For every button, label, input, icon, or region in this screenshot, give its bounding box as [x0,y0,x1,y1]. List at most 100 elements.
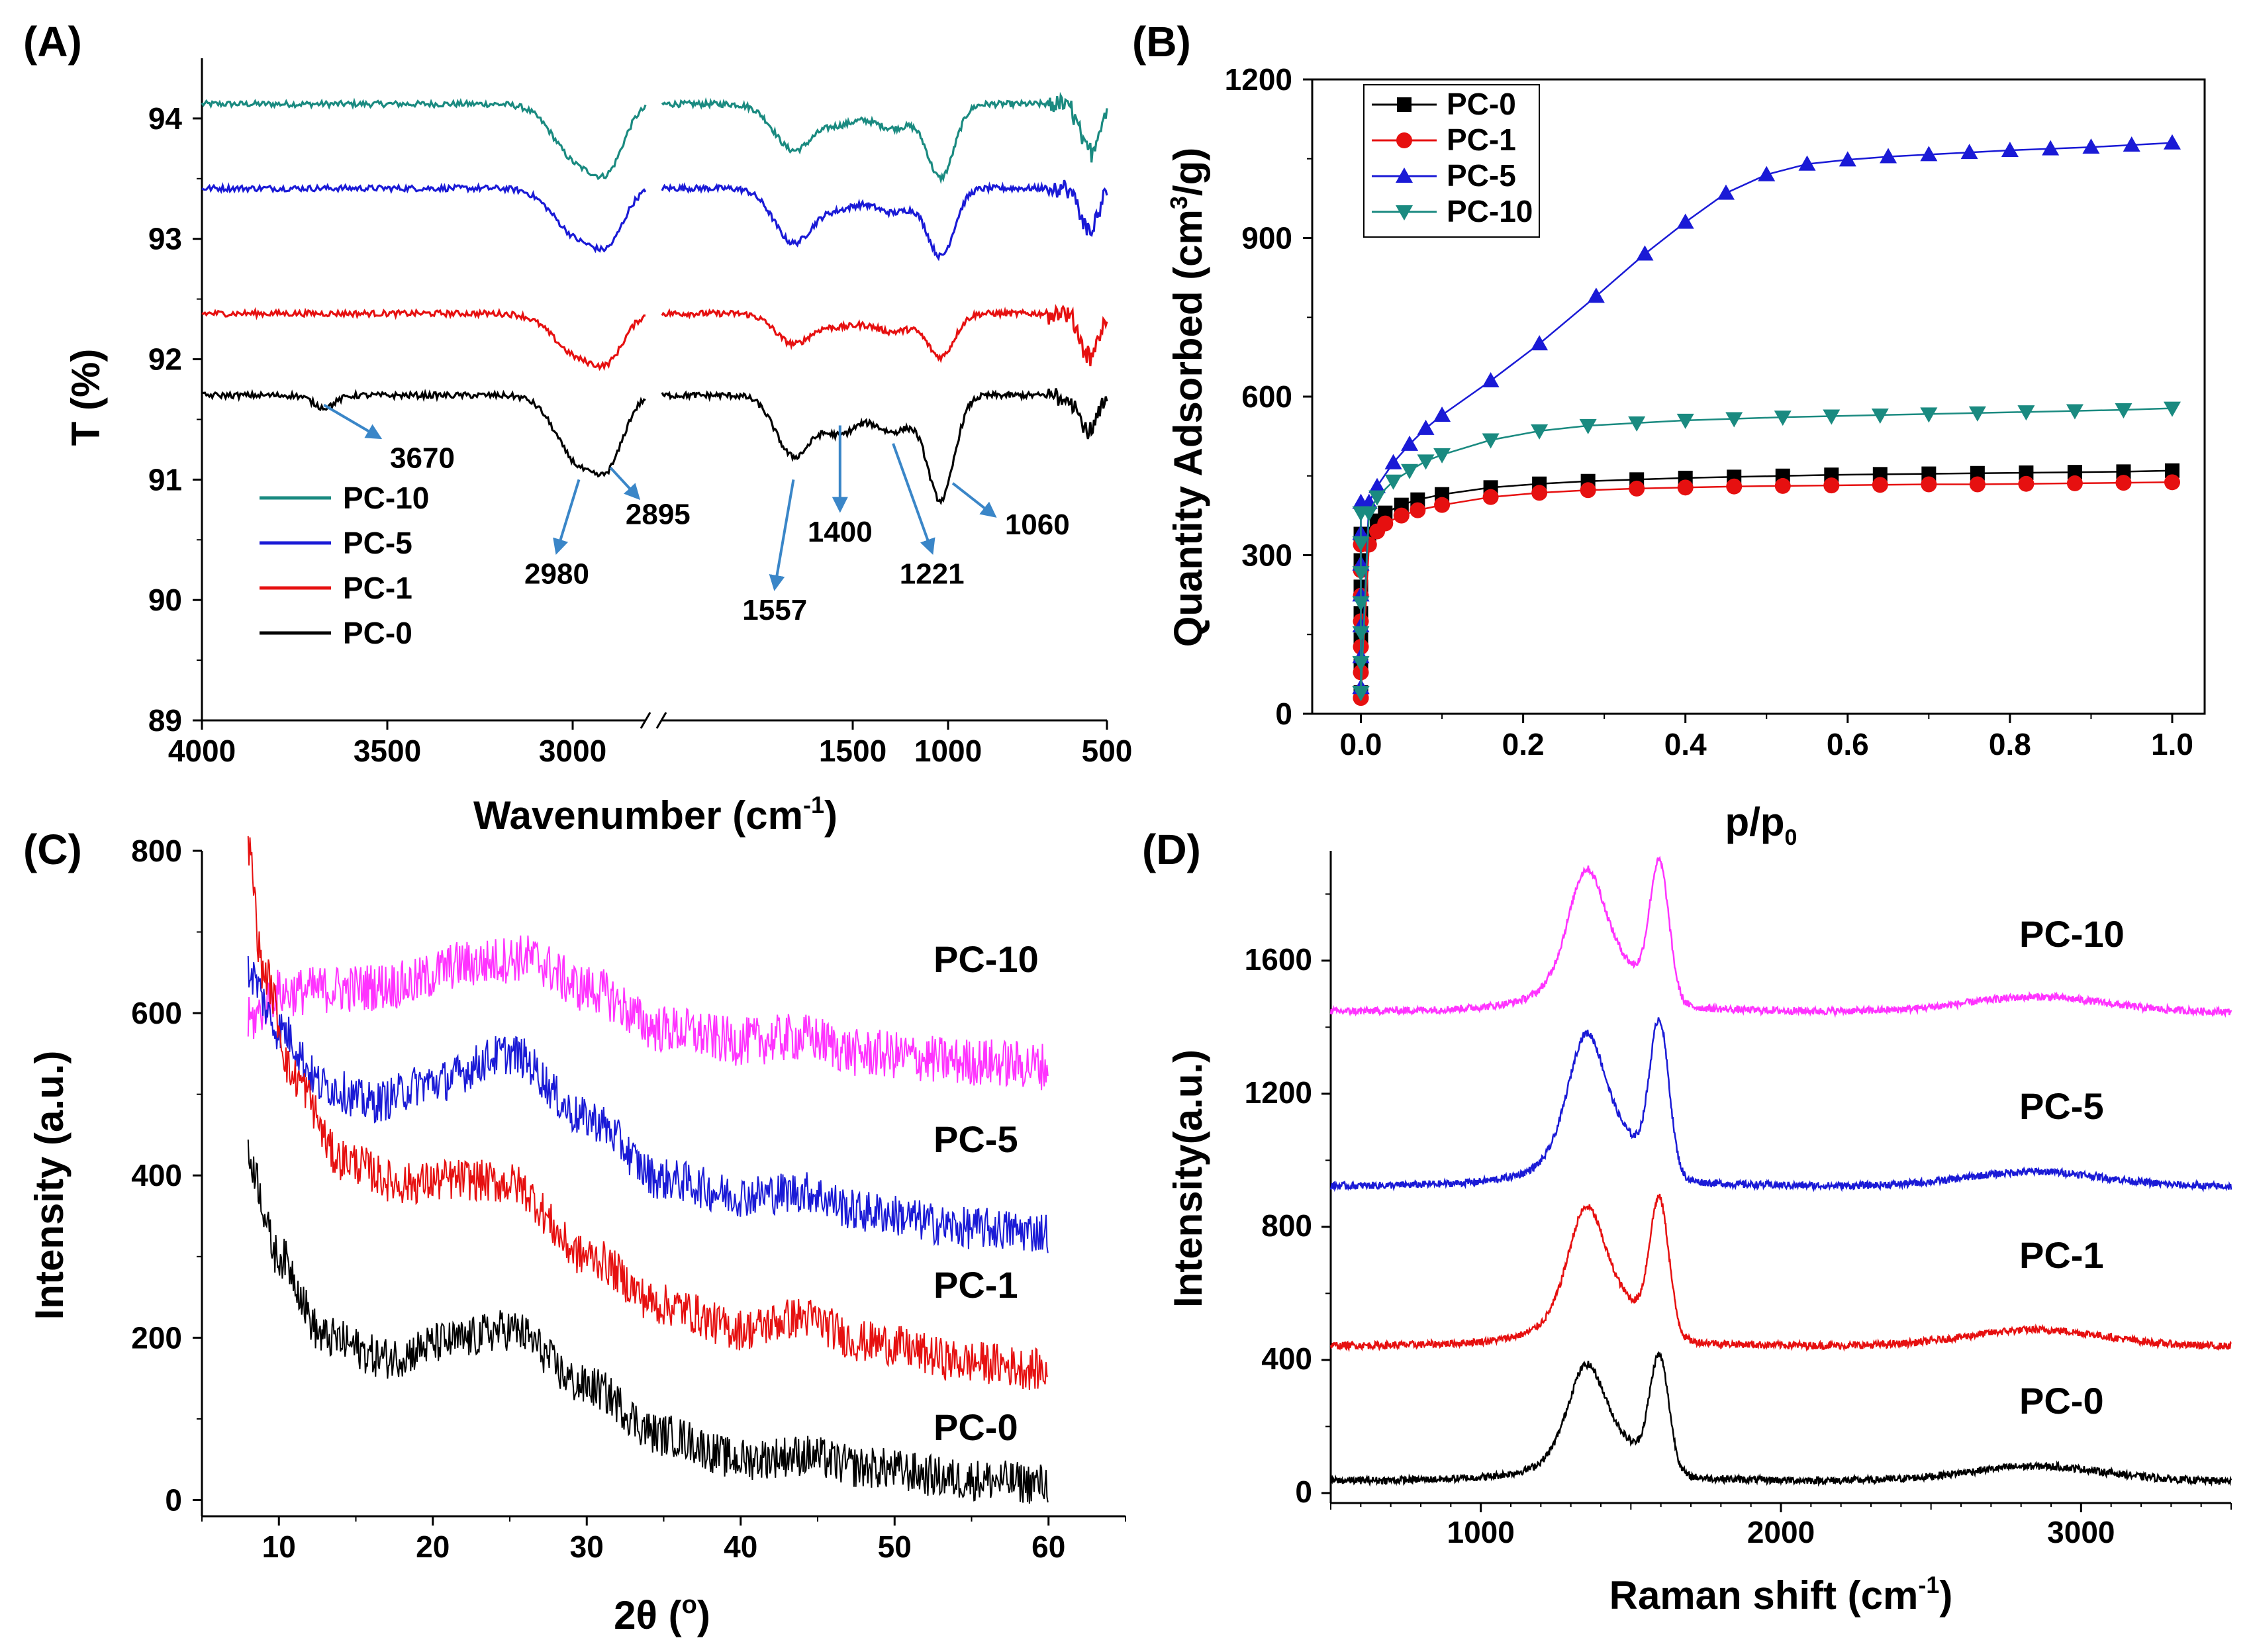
panel-b-point [1352,536,1370,552]
panel-a-annotation-arrow [323,403,383,440]
panel-c-ytick-label: 400 [131,1158,182,1192]
panel-b-point [1384,454,1402,469]
panel-b-point [1676,413,1694,429]
panel-b-legend-label: PC-1 [1447,122,1516,157]
panel-c-ytick-label: 200 [131,1320,182,1355]
panel-b-point [1880,148,1897,164]
panel-a-annotation-label: 1400 [808,516,873,548]
panel-b-series-line [1360,469,2173,693]
panel-d-ytick-label: 0 [1295,1475,1312,1509]
panel-b-point [1417,454,1435,470]
panel-d-ytick-label: 1200 [1245,1075,1312,1110]
panel-b-point [1774,477,1791,494]
panel-b-xtick-label: 0.0 [1340,727,1382,761]
panel-b-point [1871,408,1889,424]
panel-b-point [1531,424,1549,440]
panel-d: (D) 0 400 800 1200 1600 1000 2000 3000 Raman shif… [1142,826,2232,1618]
panel-a-annotation-label: 2895 [626,499,691,531]
panel-a-series-PC-1 [201,307,646,371]
panel-b-point [1482,433,1500,449]
panel-a-annotation-label: 1221 [900,558,965,590]
panel-d-ytick-label: 1600 [1245,942,1312,977]
panel-a-annotation-arrow [892,443,935,555]
panel-b-point [1352,656,1370,671]
panel-a-xtick-label: 1000 [914,734,982,768]
panel-b-point [2115,475,2132,491]
panel-d-ytick-label: 800 [1261,1208,1312,1243]
panel-c-series-label: PC-5 [934,1118,1018,1160]
panel-b-point [1921,476,1937,493]
panel-b-point [1377,515,1394,532]
panel-b-ytick-label: 600 [1241,379,1292,414]
panel-d-series-PC-10 [1329,855,2232,1018]
panel-c-xtick-label: 30 [570,1530,604,1564]
panel-b-point [2163,401,2181,417]
panel-b-point [2019,465,2034,480]
panel-b-legend-marker [1397,97,1412,112]
panel-a-annotation-arrow [769,479,795,591]
panel-b-point [1872,477,1888,493]
panel-b-point [1368,490,1386,506]
panel-b-xtick-label: 0.6 [1827,727,1869,761]
panel-a-axis-break [655,712,667,729]
panel-b-point [1726,478,1743,495]
panel-b-ytick-label: 900 [1241,221,1292,256]
panel-c: (C) 0 200 400 600 800 10 20 30 40 50 60 2θ (o) Intens… [23,826,1126,1637]
panel-d-series-PC-0 [1329,1351,2232,1487]
panel-b-point [1401,463,1419,479]
panel-d-label: (D) [1142,826,1201,873]
panel-a-annotation-label: 3670 [390,442,455,475]
panel-a-series-PC-5 [201,181,647,254]
panel-b-point [1410,502,1426,518]
panel-b-point [2164,463,2179,478]
panel-b-point [2164,474,2180,491]
panel-c-series-PC-0 [247,1140,1049,1504]
panel-a-legend-label: PC-5 [343,526,412,560]
panel-a-xtick-label: 3500 [354,734,421,768]
panel-b-legend-label: PC-0 [1447,87,1516,121]
panel-c-ylabel: Intensity (a.u.) [27,1051,72,1320]
panel-c-xtick-label: 20 [416,1530,450,1564]
panel-b-point [1482,372,1500,388]
panel-b-legend-marker [1396,205,1413,220]
panel-a-series-PC-10 [661,91,1108,185]
panel-c-series-label: PC-10 [934,938,1039,980]
panel-a-xlabel: Wavenumber (cm-1) [473,791,838,838]
panel-d-ylabel: Intensity(a.u.) [1166,1049,1210,1308]
panel-c-label: (C) [23,826,82,873]
panel-b-legend-marker [1396,168,1413,183]
panel-a-legend-label: PC-1 [343,571,412,605]
panel-c-ytick-label: 0 [165,1482,182,1517]
panel-c-xtick-label: 50 [878,1530,912,1564]
panel-a-annotation-label: 2980 [524,558,589,590]
panel-a-ytick-label: 93 [148,222,182,256]
panel-b-point [2066,475,2083,491]
panel-d-series-label: PC-5 [2019,1085,2104,1127]
panel-c-series-label: PC-1 [934,1264,1018,1306]
panel-b-point [1579,418,1597,434]
panel-a-legend-label: PC-0 [343,616,412,650]
panel-b-point [2082,138,2100,154]
panel-b-point [1920,146,1938,162]
panel-b-xtick-label: 1.0 [2151,727,2193,761]
panel-c-xtick-label: 40 [724,1530,757,1564]
panel-a-annotation-arrow [951,482,997,518]
panel-b-series-PC-10 [1352,401,2181,702]
panel-b-legend-marker [1396,132,1412,148]
panel-b-point [1676,213,1694,229]
panel-b-point [1352,626,1370,642]
panel-c-ytick-label: 600 [131,996,182,1030]
panel-b-xtick-label: 0.4 [1664,727,1707,761]
panel-a-xtick-label: 3000 [539,734,606,768]
panel-b-point [1629,480,1645,497]
panel-b: (B) 0 300 600 900 1200 0.0 0.2 0.4 0.6 0.8 1.0 p/p0 Q… [1132,18,2206,850]
panel-b-point [1636,245,1654,261]
panel-b-ytick-label: 0 [1275,697,1292,731]
panel-b-point [1368,477,1386,493]
panel-b-point [2116,464,2131,479]
panel-b-xtick-label: 0.2 [1502,727,1545,761]
panel-b-point [1823,477,1840,494]
panel-b-series-line [1360,407,2173,693]
panel-b-point [1960,144,1978,160]
